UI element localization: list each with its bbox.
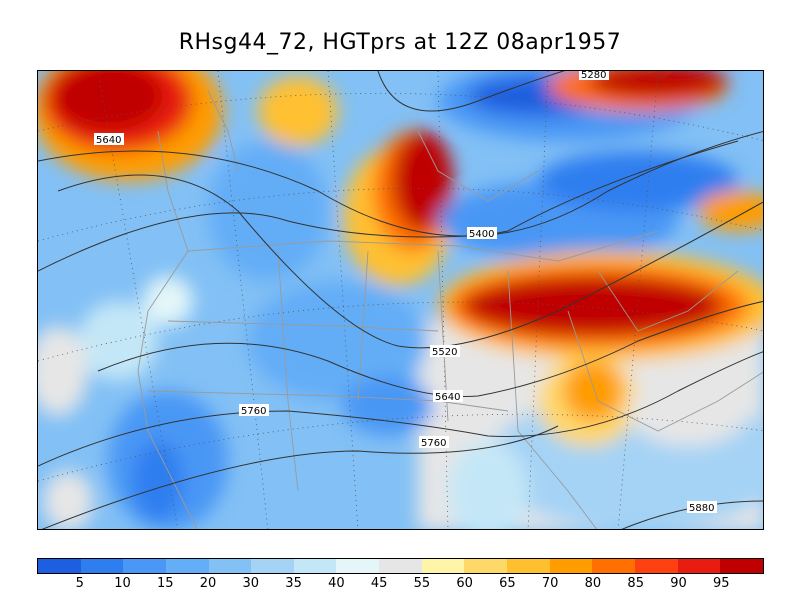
map-title: RHsg44_72, HGTprs at 12Z 08apr1957: [178, 30, 622, 55]
color-scale-label: 20: [199, 576, 217, 591]
contour-labels: 5280 5640 5400 5520 5640 5760 5760 5880: [94, 71, 717, 514]
color-scale-label: 55: [413, 576, 431, 591]
color-scale-label: 15: [157, 576, 174, 591]
height-contours: [38, 71, 763, 529]
color-scale-swatch: [208, 559, 252, 573]
contour-label: 5640: [435, 392, 460, 403]
contour-label: 5400: [469, 229, 494, 240]
color-scale-label: 95: [712, 576, 730, 591]
color-scale-label: 65: [499, 576, 516, 591]
color-scale-swatch: [634, 559, 678, 573]
color-scale-label: 90: [670, 576, 687, 591]
color-scale-label: 5: [75, 576, 84, 591]
color-scale-swatch: [677, 559, 721, 573]
contour-label: 5880: [689, 503, 714, 514]
contour-label: 5640: [96, 135, 121, 146]
color-scale-swatch: [165, 559, 209, 573]
color-scale-swatch: [379, 559, 422, 573]
color-scale-label: 80: [584, 576, 602, 591]
color-scale-bar: [37, 558, 764, 574]
contour-label: 5520: [432, 347, 457, 358]
color-scale-label: 45: [370, 576, 388, 591]
humidity-map: 5280 5640 5400 5520 5640 5760 5760 5880: [38, 71, 763, 529]
color-scale-swatch: [592, 559, 635, 573]
color-scale-labels: 5 10 15 20 30 35 40 45 55 60 65 70 80 85 90 95: [37, 576, 764, 596]
color-scale-label: 85: [627, 576, 644, 591]
color-scale-swatch: [421, 559, 465, 573]
color-scale-label: 40: [328, 576, 345, 591]
color-scale-swatch: [464, 559, 508, 573]
graticule: [38, 71, 763, 529]
color-scale-swatch: [80, 559, 124, 573]
color-scale-label: 30: [242, 576, 260, 591]
contour-label: 5280: [581, 71, 606, 81]
color-scale-swatch: [336, 559, 380, 573]
contour-label: 5760: [421, 438, 446, 449]
map-panel: 5280 5640 5400 5520 5640 5760 5760 5880: [37, 70, 764, 530]
color-scale-label: 10: [114, 576, 131, 591]
color-scale-label: 35: [285, 576, 302, 591]
color-scale-swatch: [549, 559, 593, 573]
color-scale-swatch: [38, 559, 81, 573]
color-scale-label: 70: [541, 576, 559, 591]
color-scale-swatch: [123, 559, 166, 573]
color-scale-swatch: [507, 559, 550, 573]
color-scale-swatch: [251, 559, 294, 573]
political-boundaries: [137, 90, 763, 529]
color-scale-label: 60: [456, 576, 473, 591]
color-scale-swatch: [293, 559, 337, 573]
contour-label: 5760: [241, 406, 266, 417]
color-scale-swatch: [720, 559, 763, 573]
